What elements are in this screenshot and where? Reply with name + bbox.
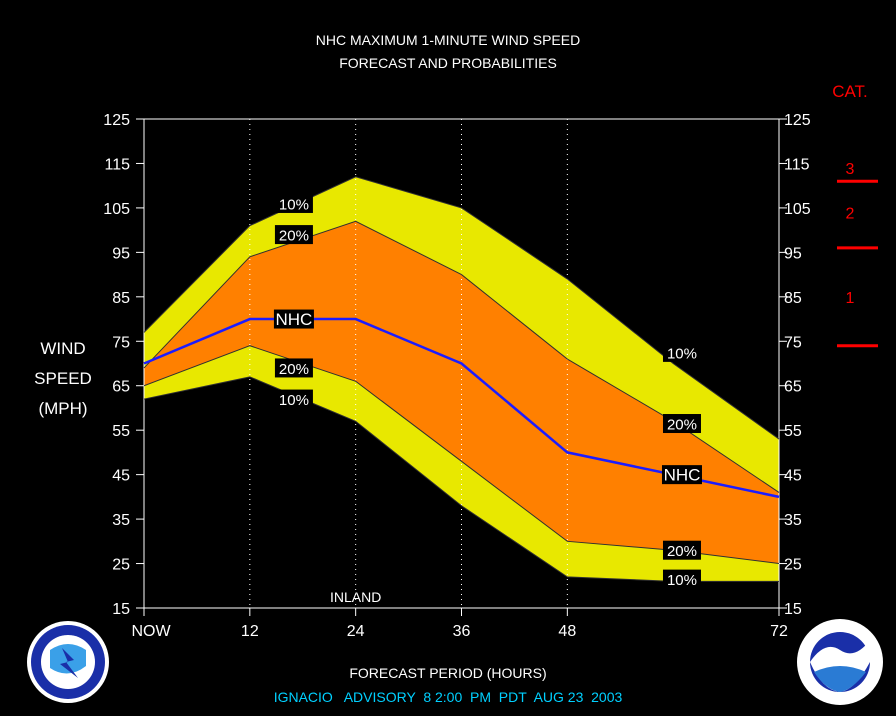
category-2: 2 [846, 205, 855, 222]
series-label-4: 10% [274, 389, 313, 409]
chart-title-line2: FORECAST AND PROBABILITIES [339, 55, 557, 71]
y-tick-label-left-85: 85 [112, 290, 130, 307]
series-label-box [662, 342, 701, 362]
logos [27, 619, 883, 705]
series-label-text: 20% [279, 361, 309, 378]
series-label-text: 10% [667, 572, 697, 589]
y-tick-label-right-75: 75 [784, 334, 802, 351]
y-tick-label-right-85: 85 [784, 290, 802, 307]
inland-annotation: INLAND [330, 589, 381, 605]
series-label-9: 10% [662, 569, 701, 589]
category-header: CAT. [832, 82, 868, 101]
series-label-8: 20% [662, 540, 701, 560]
y-tick-label-left-35: 35 [112, 512, 130, 529]
series-label-text: 20% [667, 543, 697, 560]
series-label-text: 10% [279, 392, 309, 409]
series-label-text: NHC [664, 466, 701, 485]
series-label-box [274, 358, 313, 378]
y-tick-label-right-125: 125 [784, 112, 811, 129]
chart-title-line1: NHC MAXIMUM 1-MINUTE WIND SPEED [315, 32, 581, 48]
y-axis-label-line1: WIND [40, 339, 86, 358]
series-label-2: NHC [273, 309, 314, 329]
series-label-7: NHC [661, 465, 702, 485]
series-label-5: 10% [662, 342, 701, 362]
y-tick-label-left-125: 125 [103, 112, 130, 129]
series-label-box [274, 389, 313, 409]
series-label-6: 20% [662, 414, 701, 434]
y-tick-label-left-75: 75 [112, 334, 130, 351]
category-3: 3 [846, 161, 855, 178]
y-tick-label-left-45: 45 [112, 468, 130, 485]
advisory-footer: IGNACIO ADVISORY 8 2:00 PM PDT AUG 23 20… [273, 689, 623, 705]
series-label-0: 10% [274, 193, 313, 213]
series-label-text: 10% [279, 196, 309, 213]
band-20-percent [144, 221, 779, 564]
series-label-box [274, 193, 313, 213]
category-scale: 3 2 1 [837, 161, 878, 348]
x-tick-label-12: 12 [241, 623, 259, 640]
x-tick-label-48: 48 [558, 623, 576, 640]
x-tick-label-24: 24 [347, 623, 365, 640]
category-1: 1 [846, 290, 855, 307]
series-label-box [661, 465, 702, 485]
y-tick-label-left-95: 95 [112, 245, 130, 262]
axis-ticks: 15 15 25 25 35 35 45 45 55 55 65 65 75 75 85 85 95 95 105 1… [103, 112, 811, 640]
series-label-text: NHC [276, 310, 313, 329]
y-tick-label-left-105: 105 [103, 201, 130, 218]
x-axis-label: FORECAST PERIOD (HOURS) [349, 665, 547, 681]
y-axis-label-line3: (MPH) [38, 399, 88, 418]
y-tick-label-right-15: 15 [784, 601, 802, 618]
x-tick-label-0: NOW [131, 623, 171, 640]
y-tick-label-right-65: 65 [784, 379, 802, 396]
series-label-box [662, 569, 701, 589]
y-axis-label-line2: SPEED [34, 369, 92, 388]
series-label-text: 20% [667, 417, 697, 434]
y-tick-label-right-35: 35 [784, 512, 802, 529]
series-label-text: 20% [279, 228, 309, 245]
y-tick-label-left-15: 15 [112, 601, 130, 618]
series-label-box [662, 414, 701, 434]
y-tick-label-right-105: 105 [784, 201, 811, 218]
y-tick-label-right-95: 95 [784, 245, 802, 262]
y-tick-label-left-55: 55 [112, 423, 130, 440]
series-label-box [274, 225, 313, 245]
y-tick-label-left-65: 65 [112, 379, 130, 396]
y-tick-label-right-25: 25 [784, 557, 802, 574]
series-label-1: 20% [274, 225, 313, 245]
y-tick-label-right-115: 115 [784, 156, 810, 173]
line-10-upper [143, 176, 780, 440]
series-label-3: 20% [274, 358, 313, 378]
noaa-logo-water-icon [814, 666, 866, 692]
y-tick-label-left-25: 25 [112, 557, 130, 574]
y-tick-label-left-115: 115 [104, 156, 130, 173]
x-tick-label-72: 72 [770, 623, 788, 640]
series-label-text: 10% [667, 345, 697, 362]
series-label-box [662, 540, 701, 560]
y-tick-label-right-45: 45 [784, 468, 802, 485]
x-tick-label-36: 36 [453, 623, 471, 640]
series-label-box [273, 309, 314, 329]
series-labels: 10% 20% NHC 20% 10% 10% 20% NHC 20% 10% INLAND [273, 193, 702, 605]
y-tick-label-right-55: 55 [784, 423, 802, 440]
